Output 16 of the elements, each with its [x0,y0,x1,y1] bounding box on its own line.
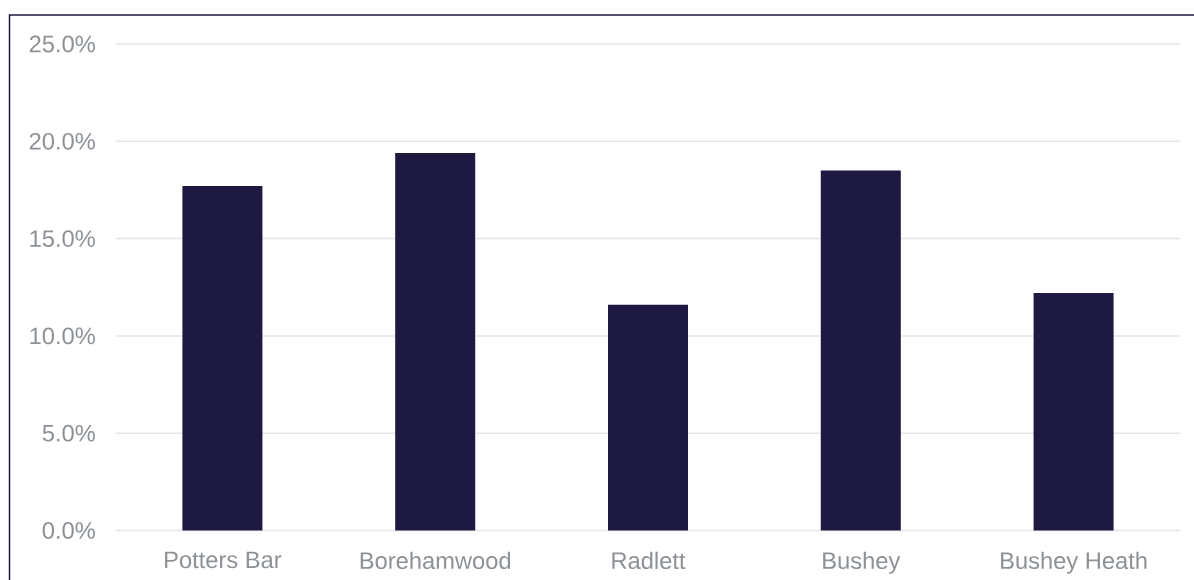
y-tick-label: 0.0% [42,522,95,539]
x-tick-label: Borehamwood [360,551,511,570]
x-tick-label: Potters Bar [165,551,282,569]
bar [395,152,476,531]
y-tick-label: 15.0% [30,230,95,247]
y-tick-label: 25.0% [29,35,95,53]
y-tick-label: 20.0% [29,132,95,150]
bar [607,304,688,531]
bar [182,186,263,531]
x-tick-label: Bushey Heath [1001,551,1147,574]
bar [1033,293,1114,531]
bar [820,170,901,531]
y-tick-label: 10.0% [30,327,95,345]
x-tick-label: Bushey [823,551,901,574]
x-tick-label: Radlett [612,551,686,570]
y-tick-label: 5.0% [42,424,95,442]
